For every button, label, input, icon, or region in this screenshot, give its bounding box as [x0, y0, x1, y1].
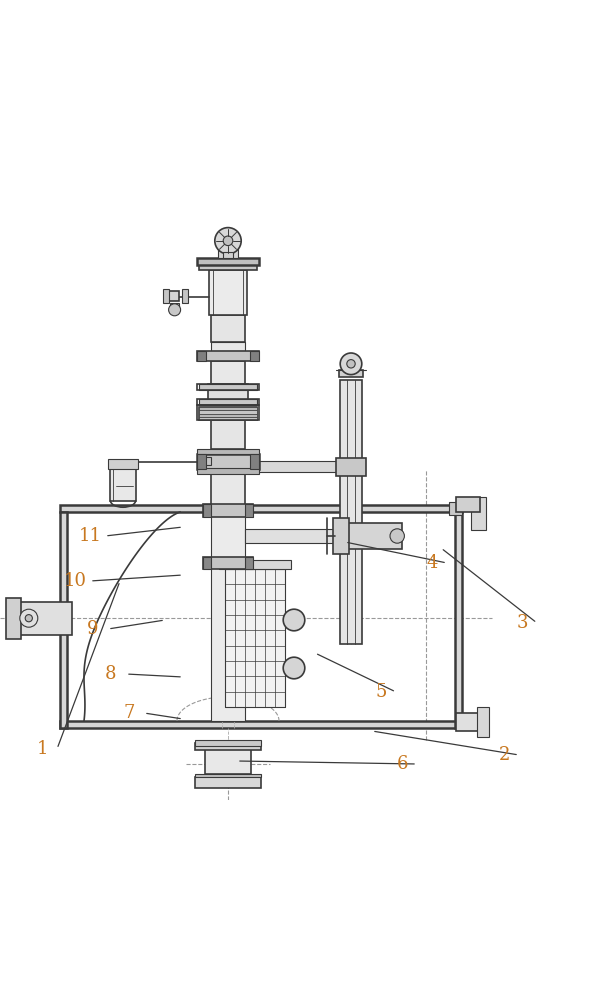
Circle shape — [223, 236, 233, 246]
Bar — [340, 380, 362, 644]
Bar — [195, 774, 261, 777]
Bar — [197, 258, 259, 265]
Bar — [108, 459, 138, 469]
Text: 11: 11 — [79, 527, 101, 545]
Text: 8: 8 — [105, 665, 117, 683]
Bar — [223, 252, 233, 258]
Text: 4: 4 — [427, 554, 437, 572]
Circle shape — [283, 657, 305, 679]
Bar — [211, 361, 245, 384]
Bar — [203, 504, 253, 517]
Bar — [205, 457, 211, 465]
Bar — [456, 713, 483, 731]
Text: 6: 6 — [396, 755, 408, 773]
Bar — [110, 465, 136, 501]
Bar — [209, 270, 247, 315]
Bar — [197, 384, 259, 390]
Bar — [12, 602, 72, 635]
Circle shape — [25, 615, 32, 622]
Circle shape — [347, 360, 355, 368]
Bar — [60, 505, 462, 512]
Circle shape — [390, 529, 404, 543]
Circle shape — [340, 353, 362, 375]
Bar — [208, 384, 248, 405]
Bar — [170, 303, 179, 307]
Bar — [245, 557, 253, 569]
Bar — [163, 289, 169, 303]
Bar — [333, 518, 349, 554]
Bar — [348, 523, 402, 549]
Circle shape — [20, 609, 38, 627]
Bar — [60, 512, 67, 728]
Bar — [225, 569, 285, 707]
Bar — [219, 560, 291, 569]
Bar — [199, 262, 257, 270]
Bar — [211, 469, 245, 505]
Bar — [199, 407, 257, 410]
Bar — [199, 384, 257, 390]
Text: 10: 10 — [64, 572, 86, 590]
Bar — [245, 461, 351, 472]
Bar — [205, 747, 251, 774]
Bar — [199, 414, 257, 417]
Bar — [218, 247, 238, 258]
Bar — [211, 420, 245, 449]
Bar — [199, 399, 257, 405]
Bar — [245, 504, 253, 517]
Bar — [203, 557, 211, 569]
Bar — [339, 370, 363, 377]
Bar — [455, 512, 462, 728]
Text: 5: 5 — [376, 683, 386, 701]
Bar — [203, 504, 211, 517]
Text: 1: 1 — [36, 740, 48, 758]
Text: 3: 3 — [516, 614, 528, 632]
Bar — [250, 454, 259, 469]
Polygon shape — [211, 315, 245, 342]
Bar — [245, 529, 348, 543]
Bar — [336, 458, 366, 476]
Bar — [164, 291, 179, 301]
Bar — [182, 289, 188, 303]
Bar — [195, 777, 261, 788]
Bar — [477, 707, 489, 737]
Bar — [211, 342, 245, 351]
Bar — [197, 454, 259, 469]
Bar — [195, 740, 261, 746]
Text: 7: 7 — [124, 704, 134, 722]
Circle shape — [283, 609, 305, 631]
Circle shape — [169, 304, 181, 316]
Bar — [449, 502, 462, 515]
Bar — [456, 497, 480, 512]
Bar — [197, 468, 259, 474]
Bar — [197, 351, 259, 361]
Bar — [197, 454, 206, 469]
Bar — [199, 407, 257, 420]
Bar — [199, 410, 257, 414]
Bar — [211, 512, 245, 721]
Bar — [199, 417, 257, 420]
Bar — [195, 743, 261, 750]
Bar — [471, 497, 486, 530]
Bar — [203, 557, 253, 569]
Bar — [60, 721, 462, 728]
Bar — [250, 351, 259, 361]
Bar — [197, 405, 259, 420]
Text: 9: 9 — [87, 620, 99, 638]
Circle shape — [215, 228, 241, 254]
Bar — [197, 399, 259, 405]
Bar — [6, 598, 21, 639]
Text: 2: 2 — [499, 746, 509, 764]
Bar — [197, 449, 259, 454]
Bar — [197, 351, 206, 361]
